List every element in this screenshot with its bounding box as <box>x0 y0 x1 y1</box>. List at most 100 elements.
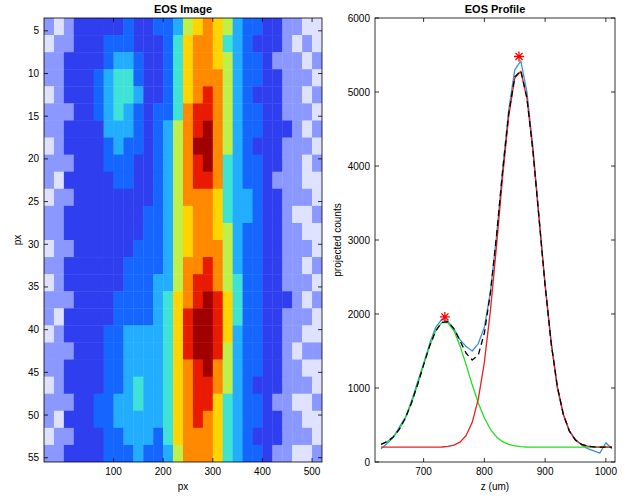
heat-cell <box>64 342 74 359</box>
heat-cell <box>302 206 312 223</box>
heat-cell <box>64 360 74 377</box>
heat-cell <box>302 18 312 35</box>
heat-cell <box>262 394 272 411</box>
heat-cell <box>163 257 173 274</box>
heat-cell <box>193 18 203 35</box>
heat-cell <box>104 120 114 137</box>
heat-cell <box>203 394 213 411</box>
heat-cell <box>114 360 124 377</box>
heat-cell <box>193 428 203 445</box>
x-tick-label: 900 <box>537 466 554 477</box>
heat-cell <box>64 240 74 257</box>
heat-cell <box>74 103 84 120</box>
heat-cell <box>223 206 233 223</box>
heat-cell <box>114 155 124 172</box>
heat-cell <box>193 445 203 462</box>
heat-cell <box>123 69 133 86</box>
heat-cell <box>94 69 104 86</box>
heat-cell <box>173 377 183 394</box>
heat-cell <box>104 428 114 445</box>
heat-cell <box>94 86 104 103</box>
heat-cell <box>123 103 133 120</box>
y-tick <box>44 244 48 245</box>
heat-cell <box>74 377 84 394</box>
heat-cell <box>312 445 322 462</box>
heat-cell <box>193 377 203 394</box>
heat-cell <box>193 52 203 69</box>
heat-cell <box>183 428 193 445</box>
heat-cell <box>262 155 272 172</box>
heat-cell <box>272 394 282 411</box>
heat-cell <box>163 172 173 189</box>
y-axis-title: projected counts <box>332 203 343 276</box>
heat-cell <box>153 291 163 308</box>
heat-cell <box>74 445 84 462</box>
heat-cell <box>153 103 163 120</box>
heat-cell <box>282 35 292 52</box>
heat-cell <box>173 52 183 69</box>
heat-cell <box>44 69 54 86</box>
series-line <box>381 323 612 448</box>
heat-cell <box>84 274 94 291</box>
heat-cell <box>243 257 253 274</box>
heat-cell <box>123 325 133 342</box>
heat-cell <box>104 394 114 411</box>
heat-cell <box>262 189 272 206</box>
heat-cell <box>84 206 94 223</box>
heat-cell <box>163 445 173 462</box>
heat-cell <box>173 223 183 240</box>
heat-cell <box>243 342 253 359</box>
heat-cell <box>133 189 143 206</box>
heat-cell <box>213 411 223 428</box>
heat-cell <box>64 445 74 462</box>
heat-cell <box>302 189 312 206</box>
heat-cell <box>253 18 263 35</box>
heat-cell <box>292 342 302 359</box>
heat-cell <box>104 206 114 223</box>
heat-cell <box>94 35 104 52</box>
heat-cell <box>74 291 84 308</box>
heat-cell <box>94 155 104 172</box>
heat-cell <box>163 411 173 428</box>
heat-cell <box>223 69 233 86</box>
heat-cell <box>272 86 282 103</box>
x-tick <box>212 458 213 462</box>
heat-cell <box>253 445 263 462</box>
heat-cell <box>233 223 243 240</box>
heat-cell <box>173 206 183 223</box>
heat-cell <box>203 69 213 86</box>
y-tick <box>44 372 48 373</box>
heat-cell <box>193 342 203 359</box>
y-tick <box>611 166 615 167</box>
heat-cell <box>153 189 163 206</box>
heat-cell <box>282 445 292 462</box>
heat-cell <box>213 52 223 69</box>
heat-cell <box>233 206 243 223</box>
heat-cell <box>64 189 74 206</box>
heat-cell <box>292 206 302 223</box>
heat-cell <box>203 240 213 257</box>
heat-cell <box>292 325 302 342</box>
heat-cell <box>302 411 312 428</box>
heat-cell <box>262 308 272 325</box>
heat-cell <box>44 411 54 428</box>
x-tick-label: 200 <box>155 466 172 477</box>
heat-cell <box>94 308 104 325</box>
heat-cell <box>64 120 74 137</box>
x-tick <box>262 458 263 462</box>
heat-cell <box>54 342 64 359</box>
heat-cell <box>272 52 282 69</box>
heat-cell <box>243 325 253 342</box>
heat-cell <box>193 411 203 428</box>
heat-cell <box>133 377 143 394</box>
heat-cell <box>233 274 243 291</box>
heat-cell <box>54 257 64 274</box>
heat-cell <box>183 445 193 462</box>
heat-cell <box>233 189 243 206</box>
heat-cell <box>213 428 223 445</box>
heat-cell <box>133 342 143 359</box>
heat-cell <box>243 308 253 325</box>
plot-frame <box>44 18 322 462</box>
heat-cell <box>233 69 243 86</box>
heat-cell <box>312 428 322 445</box>
